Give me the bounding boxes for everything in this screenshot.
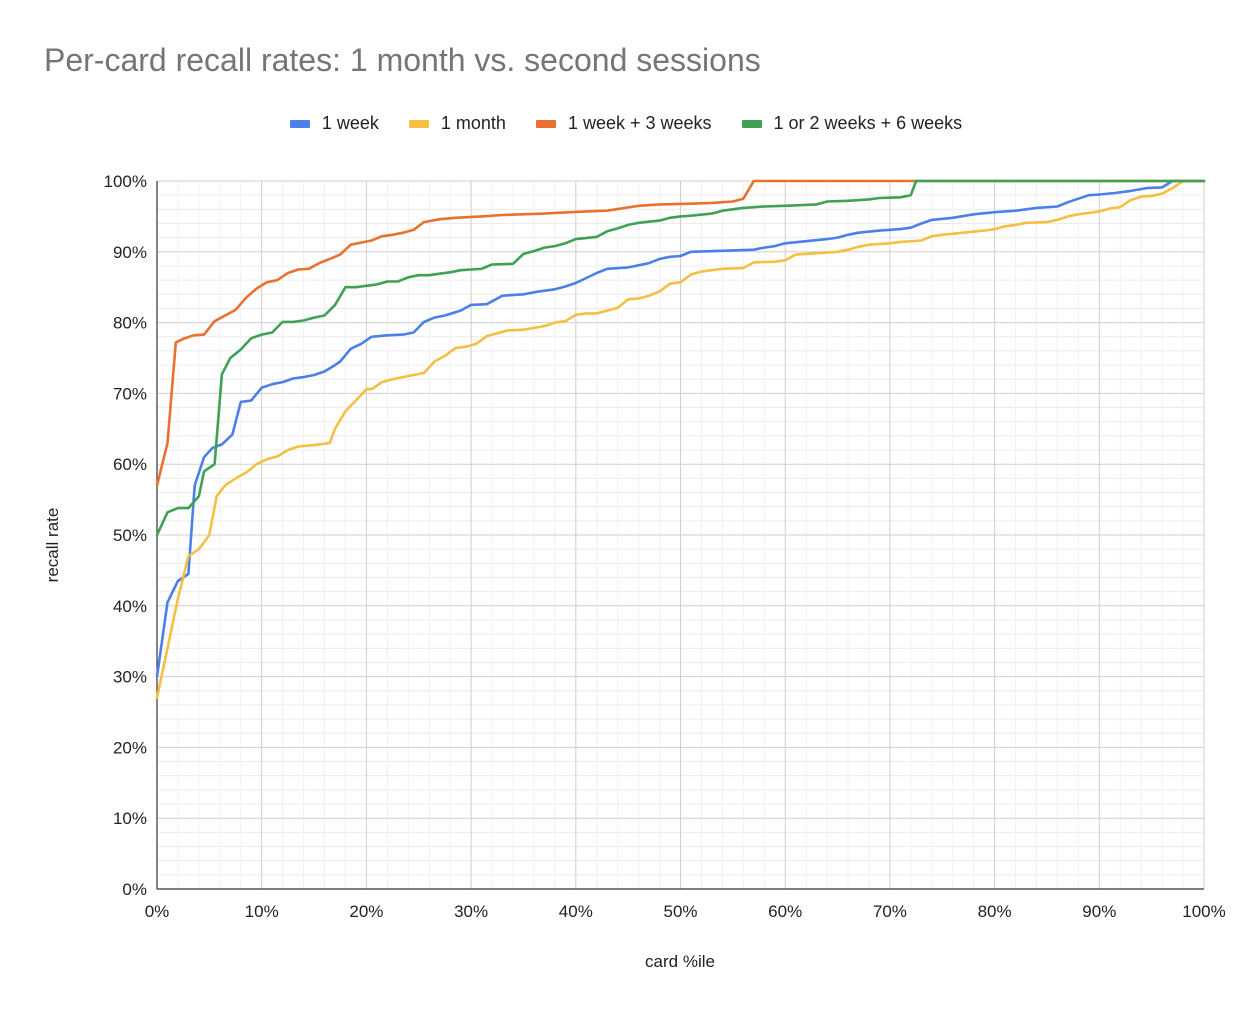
x-axis-label: card %ile xyxy=(645,952,715,971)
y-axis-label: recall rate xyxy=(43,508,62,583)
y-tick-label: 10% xyxy=(113,809,147,828)
legend-swatch-1-month xyxy=(408,119,429,128)
y-tick-label: 100% xyxy=(104,172,147,191)
y-tick-label: 20% xyxy=(113,738,147,757)
series-line-1-or-2-weeks-6-weeks xyxy=(155,179,1206,537)
y-tick-label: 0% xyxy=(122,880,147,899)
legend-item-1-week-3-weeks[interactable]: 1 week + 3 weeks xyxy=(535,113,712,134)
y-tick-label: 80% xyxy=(113,314,147,333)
x-tick-label: 50% xyxy=(663,902,697,921)
legend-item-1-month[interactable]: 1 month xyxy=(408,113,506,134)
y-tick-label: 30% xyxy=(113,668,147,687)
x-tick-label: 100% xyxy=(1182,902,1225,921)
series-line-1-week-3-weeks xyxy=(155,179,1206,487)
legend-item-1-or-2-weeks-6-weeks[interactable]: 1 or 2 weeks + 6 weeks xyxy=(741,113,963,134)
x-tick-label: 20% xyxy=(349,902,383,921)
x-tick-label: 0% xyxy=(145,902,170,921)
legend-swatch-1-week-3-weeks xyxy=(535,119,556,128)
tick-labels: 0% 10% 20% 30% 40% 50% 60% 70% 80% 90% 100% 0% 10% 20… xyxy=(104,172,1226,921)
series-layer xyxy=(155,179,1206,700)
chart-title: Per-card recall rates: 1 month vs. secon… xyxy=(44,42,761,78)
legend: 1 week 1 month 1 week + 3 weeks 1 or 2 w… xyxy=(0,113,1252,134)
legend-swatch-1-or-2-weeks-6-weeks xyxy=(741,119,762,128)
legend-label-1-week-3-weeks: 1 week + 3 weeks xyxy=(567,113,712,133)
legend-label-1-week: 1 week xyxy=(321,113,379,133)
major-gridlines xyxy=(157,180,1205,889)
y-tick-label: 70% xyxy=(113,384,147,403)
series-line-1-week xyxy=(155,179,1206,678)
y-tick-label: 50% xyxy=(113,526,147,545)
y-tick-label: 60% xyxy=(113,455,147,474)
x-tick-label: 30% xyxy=(454,902,488,921)
x-tick-label: 90% xyxy=(1082,902,1116,921)
legend-swatch-1-week xyxy=(289,119,310,128)
y-tick-label: 40% xyxy=(113,597,147,616)
legend-label-1-month: 1 month xyxy=(440,113,506,133)
x-tick-label: 10% xyxy=(245,902,279,921)
x-tick-label: 80% xyxy=(978,902,1012,921)
x-tick-label: 60% xyxy=(768,902,802,921)
legend-label-1-or-2-weeks-6-weeks: 1 or 2 weeks + 6 weeks xyxy=(773,113,963,133)
x-tick-label: 70% xyxy=(873,902,907,921)
series-line-1-month xyxy=(155,179,1206,700)
x-tick-label: 40% xyxy=(559,902,593,921)
legend-item-1-week[interactable]: 1 week xyxy=(289,113,379,134)
y-tick-label: 90% xyxy=(113,243,147,262)
